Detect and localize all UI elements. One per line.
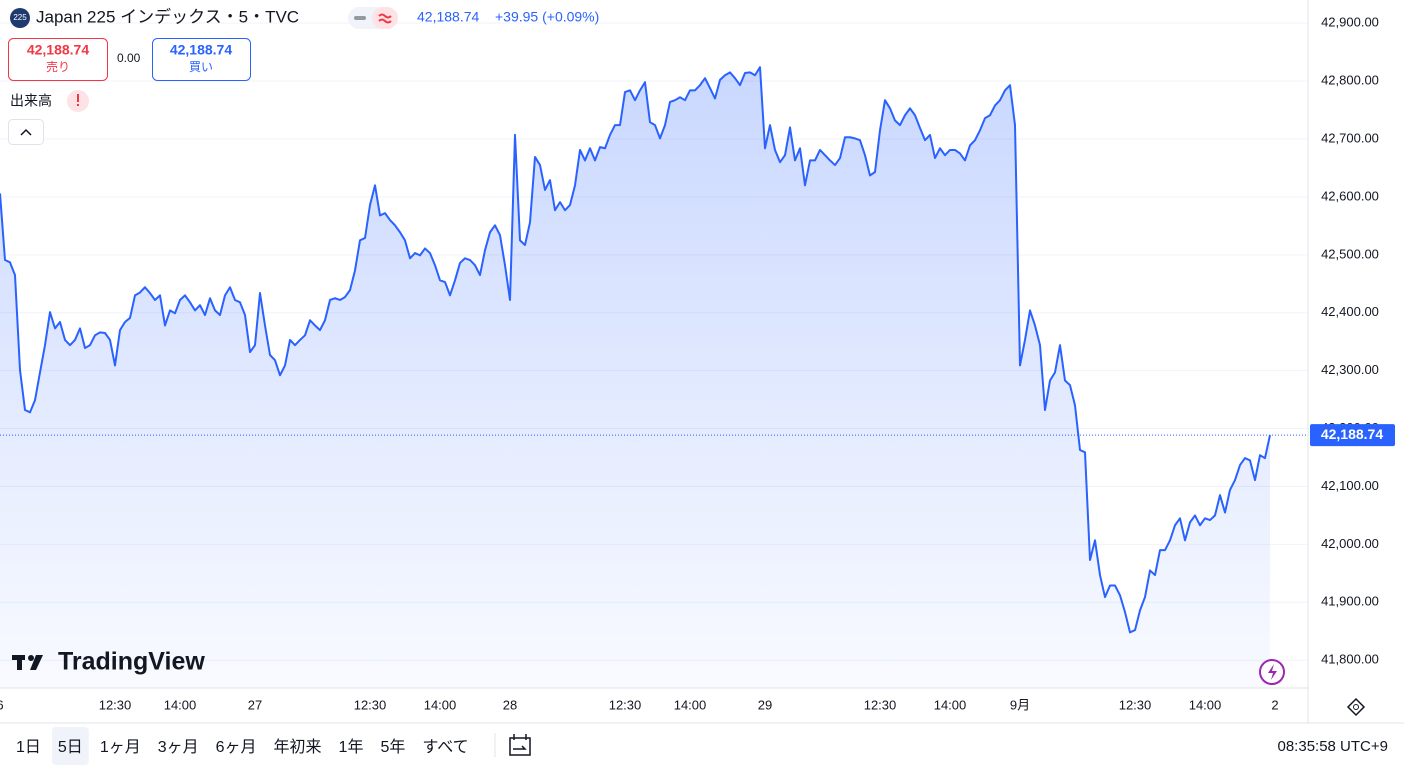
price-change: +39.95 (+0.09%) [495, 9, 599, 25]
toggle-icon [372, 7, 398, 29]
range-button[interactable]: 6ヶ月 [216, 739, 257, 756]
range-button[interactable]: 1日 [16, 739, 41, 756]
x-tick-label: 12:30 [99, 697, 132, 712]
range-button[interactable]: すべて [422, 738, 468, 756]
last-price-tag-label: 42,188.74 [1321, 426, 1383, 442]
y-tick-label: 42,100.00 [1321, 478, 1379, 493]
y-tick-label: 41,800.00 [1321, 652, 1379, 667]
x-tick-label: 12:30 [864, 697, 897, 712]
last-price-tag [1310, 424, 1395, 447]
warning-mark [77, 104, 79, 106]
x-tick-label: 14:00 [424, 697, 457, 712]
bolt [1268, 664, 1277, 680]
y-tick-label: 42,000.00 [1321, 536, 1379, 551]
collapse-button[interactable] [8, 119, 44, 145]
spread: 0.00 [117, 51, 141, 65]
symbol-title[interactable]: Japan 225 インデックス・5・TVC [36, 6, 299, 26]
range-button[interactable]: 年初来 [274, 738, 322, 756]
y-tick-label: 42,700.00 [1321, 130, 1379, 145]
range-button[interactable]: 5年 [380, 738, 405, 756]
x-tick-label: 14:00 [1189, 697, 1222, 712]
range-button[interactable]: 5日 [58, 739, 83, 756]
range-button[interactable]: 1ヶ月 [100, 739, 141, 756]
symbol-badge [10, 8, 30, 28]
x-tick-label: 14:00 [934, 697, 967, 712]
y-tick-label: 42,600.00 [1321, 188, 1379, 203]
y-tick-label: 41,900.00 [1321, 594, 1379, 609]
area-fill [0, 67, 1270, 688]
x-tick-label: 12:30 [1119, 697, 1152, 712]
last-price: 42,188.74 [417, 9, 479, 25]
goto-date-icon[interactable] [509, 734, 531, 756]
settings-icon[interactable] [1346, 697, 1366, 717]
toggle-icon [378, 13, 392, 24]
x-tick-label: 6 [0, 697, 4, 712]
buy-label: 買い [189, 60, 213, 74]
range-active [51, 727, 89, 765]
x-tick-label: 14:00 [164, 697, 197, 712]
chevron [20, 128, 32, 136]
watermark: TradingView [58, 648, 205, 676]
volume-label: 出来高 [10, 93, 52, 109]
x-tick-label: 9月 [1010, 697, 1030, 712]
badge-text: 225 [13, 13, 27, 22]
y-tick-label: 42,800.00 [1321, 73, 1379, 88]
x-tick-label: 2 [1271, 697, 1278, 712]
range-button[interactable]: 3ヶ月 [158, 739, 199, 756]
sell-button[interactable] [8, 38, 108, 81]
y-tick-label: 42,500.00 [1321, 246, 1379, 261]
range-button[interactable]: 1年 [339, 738, 364, 756]
y-tick-label: 42,900.00 [1321, 15, 1379, 30]
x-tick-label: 12:30 [609, 697, 642, 712]
logo [12, 655, 43, 670]
x-tick-label: 28 [503, 697, 517, 712]
sell-price: 42,188.74 [27, 42, 89, 58]
clock: 08:35:58 UTC+9 [1278, 738, 1389, 755]
x-tick-label: 29 [758, 697, 772, 712]
buy-button[interactable] [152, 38, 251, 81]
warning-mark [77, 94, 79, 102]
y-tick-label: 42,400.00 [1321, 304, 1379, 319]
toggle-icon [354, 16, 366, 20]
sell-label: 売り [46, 59, 70, 74]
x-tick-label: 14:00 [674, 697, 707, 712]
x-tick-label: 12:30 [354, 697, 387, 712]
price-line [0, 66, 1271, 634]
y-tick-label: 42,300.00 [1321, 362, 1379, 377]
buy-price: 42,188.74 [170, 42, 232, 58]
settings-dot [1353, 704, 1359, 710]
x-tick-label: 27 [248, 697, 262, 712]
